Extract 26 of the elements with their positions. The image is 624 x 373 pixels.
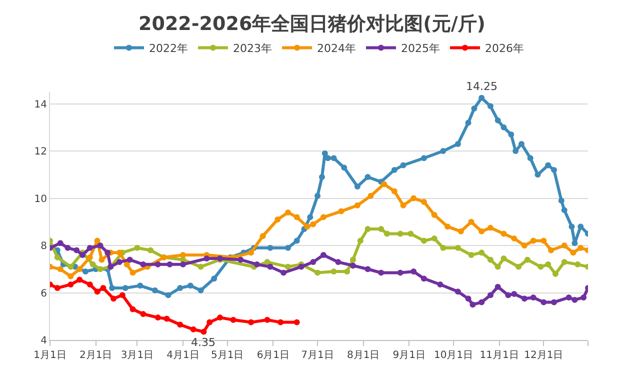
annotation: 4.35 <box>191 336 216 349</box>
x-tick-label: 4月1日 <box>166 350 200 361</box>
x-tick-label: 3月1日 <box>120 350 154 361</box>
x-tick-label: 2月1日 <box>79 350 112 361</box>
legend-label: 2025年 <box>401 42 440 56</box>
y-tick-label: 4 <box>40 336 47 346</box>
legend-label: 2023年 <box>233 42 272 56</box>
x-tick-label: 8月1日 <box>346 350 380 361</box>
x-tick-label: 7月1日 <box>301 350 334 361</box>
y-tick-label: 8 <box>40 241 47 252</box>
x-tick-label: 10月1日 <box>434 350 474 361</box>
annotation: 14.25 <box>466 80 498 93</box>
y-tick-label: 12 <box>34 146 47 158</box>
x-tick-label: 6月1日 <box>256 350 290 361</box>
legend-label: 2024年 <box>317 42 356 56</box>
x-tick-label: 9月1日 <box>392 350 426 361</box>
x-tick-label: 11月1日 <box>480 350 519 361</box>
y-tick-label: 6 <box>40 288 47 300</box>
y-tick-label: 14 <box>34 99 47 110</box>
x-tick-label: 1月1日 <box>34 350 66 361</box>
legend-label: 2026年 <box>485 42 524 56</box>
y-tick-label: 10 <box>34 194 47 205</box>
x-tick-label: 12月1日 <box>524 350 564 361</box>
chart-title: 2022-2026年全国日猪价对比图(元/斤) <box>138 13 486 36</box>
x-tick-label: 5月1日 <box>210 350 244 361</box>
legend-label: 2022年 <box>149 42 188 56</box>
